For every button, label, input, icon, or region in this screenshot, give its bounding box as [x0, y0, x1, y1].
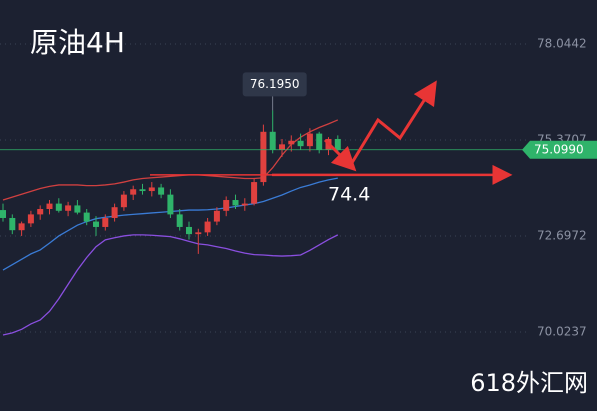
candle-body [204, 221, 211, 233]
band-line [2, 234, 339, 336]
candle-body [269, 131, 276, 150]
candle-body [297, 140, 304, 147]
candle-body [195, 232, 202, 235]
candle-body [111, 207, 118, 218]
candle-body [251, 182, 258, 204]
y-tick-label: 72.6972 [537, 229, 587, 243]
candle-body [167, 194, 174, 215]
candle-body [260, 131, 267, 183]
candle-body [74, 205, 81, 213]
candle-body [334, 138, 341, 150]
candle-body [120, 194, 127, 208]
arrow [348, 80, 437, 167]
candle-body [288, 140, 295, 145]
candle-body [83, 212, 90, 222]
candle-body [279, 144, 285, 150]
candle-body [158, 187, 165, 195]
support-label: 74.4 [328, 183, 370, 205]
candle-body [0, 210, 6, 218]
candle-body [37, 209, 44, 215]
candle-body [148, 187, 155, 192]
candle-body [306, 133, 313, 147]
candle-body [18, 223, 25, 231]
candle-body [232, 200, 239, 206]
candle-body [241, 203, 248, 206]
candle-body [176, 214, 183, 227]
candle-body [46, 203, 53, 210]
arrow [323, 138, 357, 172]
last-price-tag [522, 140, 597, 159]
candle-body [223, 200, 230, 211]
max-label: 76.1950 [250, 77, 300, 91]
candle-body [55, 203, 62, 211]
candle-body [102, 217, 109, 227]
candle-body [9, 217, 16, 231]
chart-title: 原油4H [30, 26, 125, 59]
candle-body [65, 205, 72, 211]
candle-body [213, 210, 220, 222]
watermark: 618外汇网 [470, 369, 588, 397]
candle-body [139, 189, 146, 192]
y-tick-label: 78.0442 [537, 37, 587, 51]
max-label-box [242, 72, 307, 97]
candle-body [27, 214, 34, 224]
candle-body [93, 221, 99, 227]
candle-body [130, 189, 137, 195]
candle-body [186, 226, 192, 235]
candle-body [316, 133, 323, 150]
y-tick-label: 70.0237 [537, 325, 587, 339]
last-price-label: 75.0990 [534, 142, 584, 156]
